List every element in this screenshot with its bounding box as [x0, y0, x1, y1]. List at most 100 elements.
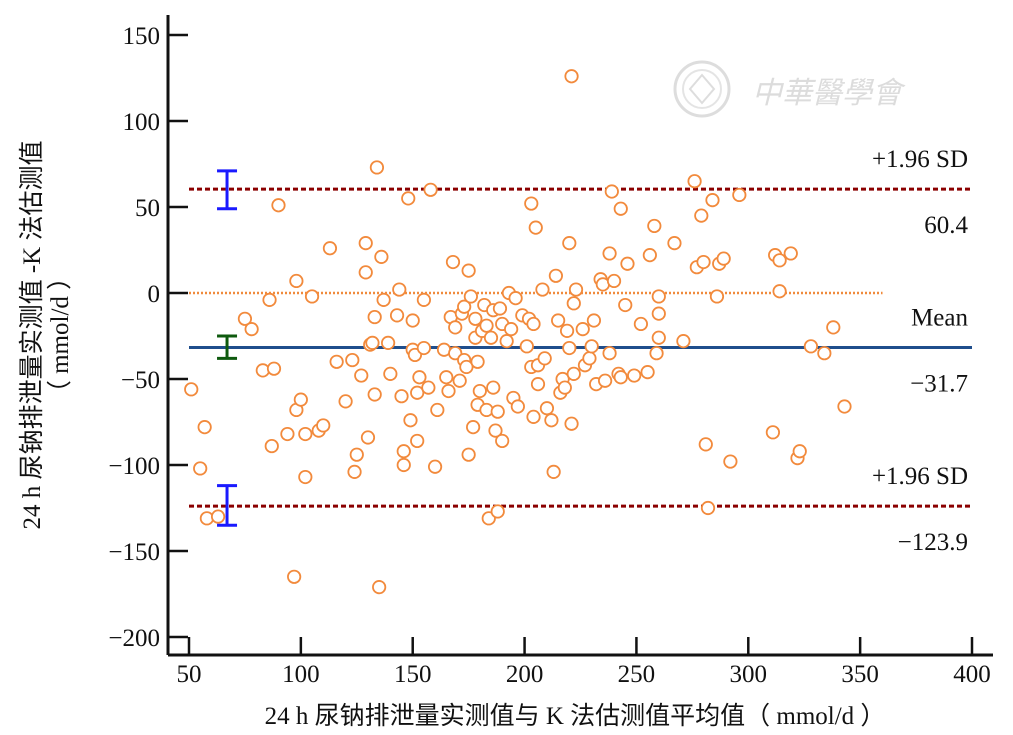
- data-point: [584, 339, 599, 354]
- data-point: [792, 444, 807, 459]
- data-point: [389, 308, 405, 323]
- data-point: [457, 299, 472, 314]
- y-axis-title-line2: （ mmol/d ）: [46, 265, 74, 405]
- data-point: [439, 370, 454, 385]
- data-point: [280, 426, 295, 442]
- reference-lines: [189, 187, 972, 508]
- data-point: [369, 160, 385, 175]
- data-point: [687, 174, 702, 189]
- x-axis-title: 24 h 尿钠排泄量实测值与 K 法估测值平均值（ mmol/d ）: [265, 702, 886, 730]
- data-point: [696, 254, 711, 270]
- data-point: [544, 413, 559, 428]
- data-point: [620, 256, 635, 271]
- data-point: [716, 251, 731, 266]
- data-point: [562, 236, 577, 251]
- data-point: [826, 320, 841, 335]
- data-point: [723, 454, 738, 469]
- data-point: [349, 447, 364, 462]
- data-point: [602, 346, 617, 361]
- data-point: [490, 404, 505, 419]
- data-point: [582, 351, 597, 366]
- data-point: [329, 354, 344, 369]
- data-point: [667, 236, 682, 251]
- axes: 150 100 50 0 −50 −100 −150 −200 50 100 150 200 250 30…: [108, 15, 993, 688]
- data-point: [367, 387, 382, 402]
- data-point: [651, 330, 666, 345]
- data-point: [492, 301, 508, 316]
- data-point: [396, 457, 411, 473]
- reference-labels: +1.96 SD 60.4 Mean −31.7 +1.96 SD −123.9: [872, 146, 969, 556]
- y-tick-label: −50: [121, 367, 160, 394]
- data-point: [293, 392, 308, 407]
- y-tick-label: −150: [108, 539, 160, 566]
- data-point: [441, 383, 456, 399]
- data-point: [479, 318, 494, 333]
- y-axis-title: 24 h 尿钠排泄量实测值 -K 法估测值 （ mmol/d ）: [18, 141, 74, 530]
- data-point: [627, 368, 642, 383]
- data-point: [316, 418, 331, 433]
- data-point: [495, 433, 510, 449]
- data-point: [468, 311, 483, 326]
- y-axis-title-line1: 24 h 尿钠排泄量实测值 -K 法估测值: [18, 141, 46, 530]
- data-point: [459, 359, 474, 375]
- x-tick-label: 350: [841, 661, 879, 688]
- data-point: [394, 389, 409, 404]
- data-point: [568, 282, 584, 297]
- y-tick-label: 50: [135, 195, 160, 222]
- data-point: [445, 254, 461, 270]
- data-point: [606, 273, 622, 289]
- data-point: [452, 373, 467, 388]
- data-point: [271, 198, 286, 213]
- data-point: [410, 385, 425, 400]
- data-point: [694, 208, 709, 223]
- data-point: [490, 504, 505, 519]
- data-point: [430, 402, 445, 418]
- data-point: [358, 236, 373, 251]
- data-point: [575, 322, 590, 337]
- data-point: [564, 416, 579, 431]
- data-point: [184, 382, 199, 397]
- data-point: [197, 420, 212, 435]
- mean-line-label: Mean: [911, 305, 968, 332]
- data-point: [367, 309, 382, 325]
- watermark-text: 中華醫學會: [752, 77, 906, 110]
- data-point: [504, 322, 519, 337]
- data-point: [602, 246, 617, 261]
- data-point: [416, 340, 431, 356]
- data-point: [526, 409, 541, 424]
- data-point: [803, 339, 819, 354]
- upper-value-label: 60.4: [924, 212, 968, 239]
- data-point: [466, 420, 481, 435]
- data-point: [709, 289, 725, 304]
- data-point: [392, 282, 407, 297]
- data-point: [345, 352, 360, 368]
- y-tick-label: −100: [108, 453, 160, 480]
- data-point: [354, 368, 369, 383]
- data-point: [244, 322, 259, 337]
- data-point: [488, 423, 503, 438]
- data-point: [604, 184, 619, 199]
- data-point: [405, 313, 420, 328]
- data-point: [358, 265, 373, 280]
- data-point: [412, 370, 427, 385]
- data-point: [564, 69, 579, 84]
- data-point: [772, 284, 787, 299]
- x-tick-label: 200: [506, 661, 544, 688]
- data-point: [524, 196, 539, 211]
- data-point: [640, 365, 655, 380]
- data-points: [184, 69, 852, 595]
- data-point: [262, 292, 277, 307]
- data-point: [210, 509, 226, 524]
- data-point: [461, 263, 476, 278]
- x-tick-label: 100: [282, 661, 320, 688]
- mean-value-label: −31.7: [910, 371, 968, 398]
- data-point: [360, 430, 376, 445]
- data-point: [551, 313, 566, 328]
- data-point: [383, 366, 398, 381]
- data-point: [365, 335, 380, 350]
- data-point: [289, 273, 304, 289]
- data-point: [837, 399, 852, 414]
- data-point: [732, 187, 747, 203]
- data-point: [618, 297, 633, 313]
- data-point: [647, 218, 662, 234]
